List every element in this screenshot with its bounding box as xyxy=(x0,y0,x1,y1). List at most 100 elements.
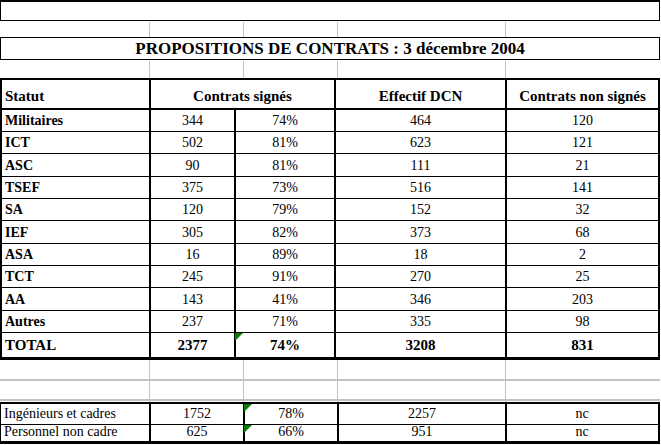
cell-non-signes[interactable]: 21 xyxy=(507,154,658,176)
table-row: SA12079%15232 xyxy=(2,199,658,221)
cell-contrats-signes[interactable]: 143 xyxy=(151,288,236,310)
cell-statut[interactable]: AA xyxy=(2,288,151,310)
cell-effectif[interactable]: 2257 xyxy=(339,404,507,424)
gridline-vertical xyxy=(505,360,506,402)
header-row: Statut Contrats signés Effectif DCN Cont… xyxy=(2,80,658,110)
cell-value: 74% xyxy=(270,337,300,354)
cell-contrats-signes[interactable]: 237 xyxy=(151,311,236,332)
cell-non-signes[interactable]: 121 xyxy=(507,132,658,153)
cell-statut[interactable]: Autres xyxy=(2,311,151,332)
gridline-vertical xyxy=(149,360,150,402)
gridline-vertical xyxy=(337,360,338,402)
cell-non-signes[interactable]: 120 xyxy=(507,110,658,131)
gridline-vertical xyxy=(337,22,338,37)
table-row: ASA1689%182 xyxy=(2,244,658,266)
cell-statut[interactable]: Personnel non cadre xyxy=(1,425,151,441)
cell-statut[interactable]: ASC xyxy=(2,154,151,176)
cell-pourcentage[interactable]: 89% xyxy=(236,244,336,265)
cell-statut[interactable]: ICT xyxy=(2,132,151,153)
cell-effectif[interactable]: 152 xyxy=(336,199,507,220)
cell-pourcentage[interactable]: 66% xyxy=(245,425,339,441)
cell-effectif[interactable]: 335 xyxy=(336,311,507,332)
cell-statut[interactable]: TOTAL xyxy=(2,333,151,357)
cell-contrats-signes[interactable]: 2377 xyxy=(151,333,236,357)
cell-effectif[interactable]: 516 xyxy=(336,177,507,198)
cell-non-signes[interactable]: 68 xyxy=(507,221,658,243)
cell-statut[interactable]: TSEF xyxy=(2,177,151,198)
total-row: TOTAL 2377 74% 3208 831 xyxy=(2,333,658,357)
header-statut[interactable]: Statut xyxy=(2,80,151,108)
cell-effectif[interactable]: 3208 xyxy=(336,333,507,357)
cell-statut[interactable]: Militaires xyxy=(2,110,151,131)
cell-effectif[interactable]: 18 xyxy=(336,244,507,265)
cell-contrats-signes[interactable]: 245 xyxy=(151,266,236,287)
table-row: AA14341%346203 xyxy=(2,288,658,311)
cell-effectif[interactable]: 951 xyxy=(339,425,507,441)
table-row: TSEF37573%516141 xyxy=(2,177,658,199)
cell-statut[interactable]: Ingénieurs et cadres xyxy=(1,404,151,424)
spreadsheet: PROPOSITIONS DE CONTRATS : 3 décembre 20… xyxy=(0,0,661,445)
cell-contrats-signes[interactable]: 344 xyxy=(151,110,236,131)
cell-non-signes[interactable]: 141 xyxy=(507,177,658,198)
cell-effectif[interactable]: 111 xyxy=(336,154,507,176)
cell-pourcentage[interactable]: 82% xyxy=(236,221,336,243)
empty-top-cell[interactable] xyxy=(0,0,660,21)
cell-pourcentage[interactable]: 74% xyxy=(236,110,336,131)
cell-value: 78% xyxy=(278,406,304,422)
table-row: TCT24591%27025 xyxy=(2,266,658,288)
cell-pourcentage[interactable]: 73% xyxy=(236,177,336,198)
gridline-vertical xyxy=(505,61,506,78)
cell-non-signes[interactable]: 98 xyxy=(507,311,658,332)
cell-pourcentage[interactable]: 81% xyxy=(236,132,336,153)
cell-non-signes[interactable]: 831 xyxy=(507,333,658,357)
title-cell[interactable]: PROPOSITIONS DE CONTRATS : 3 décembre 20… xyxy=(0,37,660,60)
cell-effectif[interactable]: 346 xyxy=(336,288,507,310)
cell-pourcentage[interactable]: 79% xyxy=(236,199,336,220)
cell-statut[interactable]: TCT xyxy=(2,266,151,287)
table-row: ASC9081%11121 xyxy=(2,154,658,177)
cell-contrats-signes[interactable]: 90 xyxy=(151,154,236,176)
cell-pourcentage[interactable]: 41% xyxy=(236,288,336,310)
table-row: ICT50281%623121 xyxy=(2,132,658,154)
cell-non-signes[interactable]: nc xyxy=(507,425,657,441)
table-row: Autres23771%33598 xyxy=(2,311,658,333)
cell-pourcentage[interactable]: 78% xyxy=(245,404,339,424)
cell-non-signes[interactable]: nc xyxy=(507,404,657,424)
header-effectif-dcn[interactable]: Effectif DCN xyxy=(336,80,507,108)
gridline-vertical xyxy=(337,61,338,78)
cell-pourcentage[interactable]: 91% xyxy=(236,266,336,287)
summary-row: Ingénieurs et cadres1752 78% 2257nc xyxy=(1,404,658,425)
cell-non-signes[interactable]: 2 xyxy=(507,244,658,265)
cell-effectif[interactable]: 464 xyxy=(336,110,507,131)
cell-statut[interactable]: ASA xyxy=(2,244,151,265)
cell-contrats-signes[interactable]: 1752 xyxy=(151,404,245,424)
cell-effectif[interactable]: 270 xyxy=(336,266,507,287)
cell-effectif[interactable]: 623 xyxy=(336,132,507,153)
cell-effectif[interactable]: 373 xyxy=(336,221,507,243)
cell-contrats-signes[interactable]: 375 xyxy=(151,177,236,198)
cell-pourcentage[interactable]: 74% xyxy=(236,333,336,357)
cell-statut[interactable]: IEF xyxy=(2,221,151,243)
cell-non-signes[interactable]: 25 xyxy=(507,266,658,287)
header-contrats-non-signes[interactable]: Contrats non signés xyxy=(507,80,658,108)
gridline-vertical xyxy=(243,61,244,78)
gridline-horizontal xyxy=(0,379,660,381)
gridline-vertical xyxy=(243,360,244,402)
error-flag-icon xyxy=(244,404,252,412)
header-contrats-signes[interactable]: Contrats signés xyxy=(151,80,336,108)
cell-non-signes[interactable]: 32 xyxy=(507,199,658,220)
cell-value: 66% xyxy=(278,424,304,440)
cell-contrats-signes[interactable]: 625 xyxy=(151,425,245,441)
gridline-horizontal xyxy=(0,399,660,401)
summary-table: Ingénieurs et cadres1752 78% 2257nc Personn… xyxy=(0,402,660,444)
cell-non-signes[interactable]: 203 xyxy=(507,288,658,310)
cell-pourcentage[interactable]: 81% xyxy=(236,154,336,176)
cell-contrats-signes[interactable]: 305 xyxy=(151,221,236,243)
cell-statut[interactable]: SA xyxy=(2,199,151,220)
cell-contrats-signes[interactable]: 502 xyxy=(151,132,236,153)
cell-pourcentage[interactable]: 71% xyxy=(236,311,336,332)
gridline-vertical xyxy=(243,22,244,37)
cell-contrats-signes[interactable]: 16 xyxy=(151,244,236,265)
cell-contrats-signes[interactable]: 120 xyxy=(151,199,236,220)
gridline-vertical xyxy=(149,61,150,78)
